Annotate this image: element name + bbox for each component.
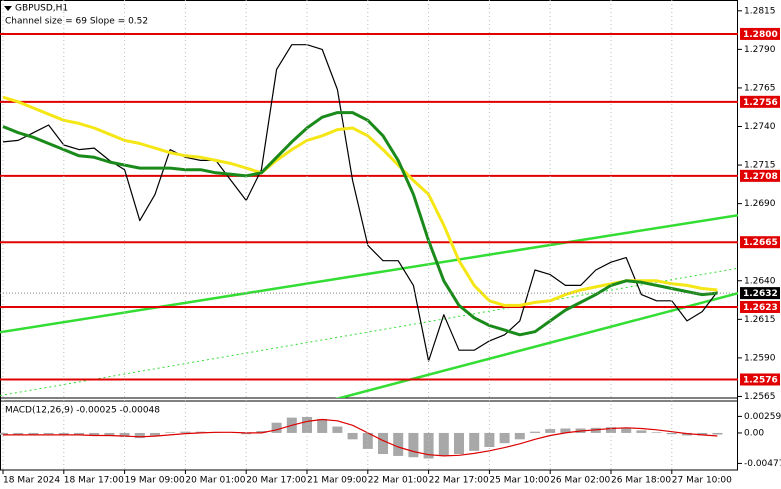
macd-bar — [712, 432, 723, 435]
x-tick-label: 26 Mar 02:00 — [550, 476, 610, 486]
macd-bar — [241, 432, 252, 435]
macd-bar — [636, 430, 647, 433]
y-tick-label: 0.00 — [744, 428, 764, 438]
x-tick-label: 20 Mar 01:00 — [185, 476, 245, 486]
macd-bar — [271, 422, 282, 433]
current-price-box — [740, 287, 780, 300]
macd-plot — [0, 416, 723, 459]
current-price-label: 1.2632 — [743, 289, 778, 299]
macd-bar — [697, 432, 708, 436]
level-label-box — [740, 373, 780, 386]
y-tick-label: 1.2790 — [744, 45, 776, 55]
level-label-box — [740, 300, 780, 313]
macd-bar — [378, 432, 388, 455]
macd-title: MACD(12,26,9) -0.00025 -0.00048 — [5, 406, 160, 416]
x-tick-label: 21 Mar 09:00 — [307, 476, 367, 486]
y-tick-label: 1.2640 — [744, 276, 776, 286]
x-tick-label: 19 Mar 09:00 — [125, 476, 185, 486]
level-label: 1.2665 — [743, 238, 778, 248]
macd-bar — [393, 432, 404, 456]
macd-bar — [499, 432, 510, 444]
y-tick-label: 1.2715 — [744, 161, 776, 171]
level-label: 1.2800 — [743, 30, 778, 40]
macd-bar — [28, 432, 39, 435]
series-line — [3, 418, 718, 457]
y-tick-label: 1.2590 — [744, 353, 776, 363]
frame — [0, 0, 738, 471]
macd-bar — [682, 432, 692, 436]
y-tick-label: 1.2765 — [744, 83, 776, 93]
level-label: 1.2756 — [743, 98, 778, 108]
macd-bar — [484, 432, 495, 447]
macd-bar — [58, 432, 69, 435]
level-label: 1.2576 — [743, 375, 778, 385]
macd-bar — [423, 432, 434, 459]
level-label-box — [740, 27, 780, 40]
macd-bar — [134, 432, 145, 439]
macd-bar — [514, 432, 525, 440]
x-tick-label: 18 Mar 2024 — [3, 476, 60, 486]
y-tick-label: 1.2615 — [744, 315, 776, 325]
series-line — [2, 95, 718, 307]
macd-bar — [104, 432, 115, 437]
macd-bar — [0, 432, 8, 435]
macd-bar — [408, 432, 419, 458]
y-tick-label: 0.00259 — [744, 412, 781, 422]
macd-bar — [621, 427, 632, 433]
macd-bar — [74, 432, 84, 436]
level-label: 1.2623 — [743, 303, 778, 313]
y-tick-label: 1.2565 — [744, 392, 776, 402]
main-plot — [0, 32, 738, 398]
series-line — [2, 44, 718, 362]
level-label: 1.2708 — [743, 172, 778, 182]
channel-line — [335, 292, 738, 398]
y-tick-label: 1.2740 — [744, 122, 776, 132]
macd-bar — [347, 432, 358, 440]
main-panel — [0, 0, 738, 399]
x-tick-label: 22 Mar 01:00 — [368, 476, 428, 486]
macd-bar — [438, 432, 449, 456]
macd-bar — [332, 426, 343, 433]
macd-bar — [454, 432, 464, 455]
chart-subtitle: Channel size = 69 Slope = 0.52 — [5, 17, 148, 27]
level-label-box — [740, 236, 780, 249]
macd-bar — [666, 432, 677, 435]
x-tick-label: 25 Mar 10:00 — [489, 476, 549, 486]
x-tick-label: 27 Mar 10:00 — [672, 476, 732, 486]
x-tick-label: 20 Mar 17:00 — [246, 476, 306, 486]
x-tick-label: 18 Mar 17:00 — [64, 476, 124, 486]
macd-bar — [89, 432, 100, 436]
macd-bar — [150, 432, 160, 436]
macd-bar — [256, 431, 267, 433]
level-label-box — [740, 95, 780, 108]
chart-title: GBPUSD,H1 — [15, 4, 68, 14]
channel-line — [0, 267, 738, 397]
series-line — [2, 111, 718, 337]
level-label-box — [740, 169, 780, 182]
macd-bar — [545, 429, 556, 433]
macd-bar — [606, 427, 616, 433]
macd-bar — [119, 432, 130, 437]
macd-bar — [530, 431, 540, 433]
macd-bar — [560, 428, 571, 433]
y-tick-label: -0.00477 — [744, 459, 781, 469]
macd-bar — [317, 418, 328, 433]
macd-bar — [13, 432, 24, 436]
macd-bar — [651, 432, 662, 433]
x-tick-label: 22 Mar 17:00 — [429, 476, 489, 486]
macd-bar — [43, 432, 54, 435]
macd-bar — [469, 432, 480, 451]
menu-arrow — [4, 6, 12, 11]
y-tick-label: 1.2815 — [744, 6, 776, 16]
x-tick-label: 26 Mar 18:00 — [611, 476, 671, 486]
y-tick-label: 1.2690 — [744, 199, 776, 209]
macd-bar — [165, 432, 176, 433]
channel-line — [0, 213, 738, 334]
